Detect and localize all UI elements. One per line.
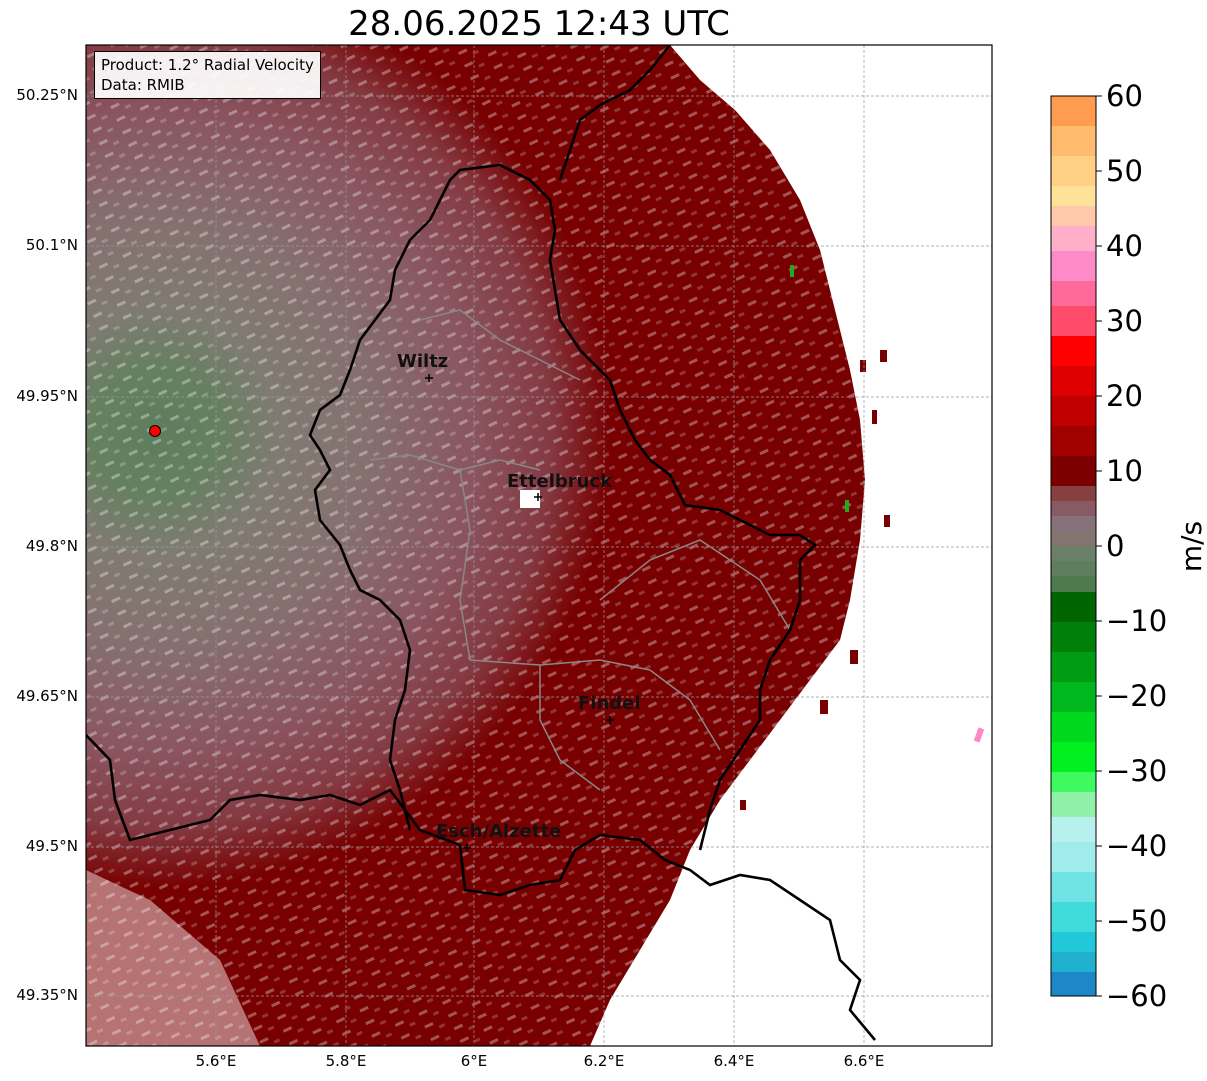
lat-tick-label: 49.5°N [25,837,78,855]
canton-boundaries [369,309,791,791]
country-borders [86,45,876,1041]
lat-tick-label: 50.1°N [25,236,78,254]
colorbar-tick-label: 60 [1106,79,1143,113]
plot-frame [85,44,993,1047]
lon-tick-label: 6°E [460,1052,488,1070]
graticule [86,45,992,1046]
city-marker [463,844,471,852]
lat-tick-label: 49.65°N [16,687,78,705]
lon-tick-label: 5.8°E [325,1052,367,1070]
colorbar-tick-label: −20 [1106,679,1168,713]
lat-tick-label: 49.35°N [16,986,78,1004]
lon-tick-label: 6.2°E [583,1052,625,1070]
city-label-ettelbruck: Ettelbruck [507,471,613,492]
colorbar-tick-label: −10 [1106,604,1168,638]
velocity-field [86,45,992,1046]
colorbar [1050,95,1102,997]
city-label-wiltz: Wiltz [397,351,449,372]
colorbar-tick-label: −40 [1106,829,1168,863]
colorbar-tick-label: −50 [1106,904,1168,938]
lon-tick-label: 6.6°E [843,1052,885,1070]
colorbar-tick-label: 20 [1106,379,1143,413]
colorbar-tick-label: 50 [1106,154,1143,188]
city-label-findel: Findel [578,693,641,714]
map-title: 28.06.2025 12:43 UTC [348,4,730,44]
city-marker [606,716,614,724]
lon-tick-label: 5.6°E [195,1052,237,1070]
data-source-label: Data: RMIB [101,76,185,94]
product-label: Product: 1.2° Radial Velocity [101,56,314,74]
city-marker [534,493,542,501]
lat-tick-label: 49.95°N [16,387,78,405]
lon-tick-label: 6.4°E [713,1052,755,1070]
city-markers [425,374,614,852]
colorbar-tick-label: −60 [1106,979,1168,1013]
radar-site-marker [149,425,161,437]
colorbar-tick-label: 0 [1106,529,1125,563]
colorbar-tick-label: 30 [1106,304,1143,338]
city-marker [425,374,433,382]
lat-tick-label: 49.8°N [25,537,78,555]
lat-tick-label: 50.25°N [16,86,78,104]
colorbar-unit-label: m/s [1175,520,1207,573]
colorbar-tick-label: 10 [1106,454,1143,488]
product-info-box: Product: 1.2° Radial Velocity Data: RMIB [94,51,321,99]
colorbar-tick-label: 40 [1106,229,1143,263]
city-label-esch-alzette: Esch/Alzette [436,821,562,842]
colorbar-tick-label: −30 [1106,754,1168,788]
